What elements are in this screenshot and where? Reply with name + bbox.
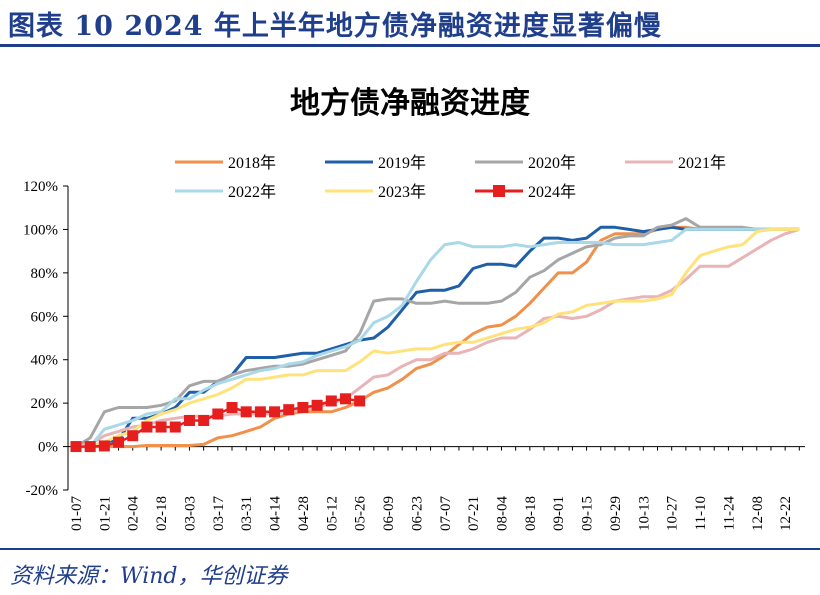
x-tick-label: 10-13 (636, 496, 652, 531)
title-rule (0, 44, 820, 47)
y-tick-label: 100% (23, 222, 58, 238)
series-point (240, 406, 252, 418)
x-tick-label: 01-07 (69, 496, 85, 531)
legend-label: 2018年 (228, 154, 276, 172)
series-point (269, 406, 281, 418)
series-point (169, 421, 181, 433)
x-tick-label: 11-10 (693, 496, 709, 530)
series-point (84, 441, 96, 453)
legend-label: 2020年 (528, 154, 576, 172)
x-tick-label: 12-22 (778, 496, 794, 531)
series-point (212, 408, 224, 420)
series-point (283, 404, 295, 416)
y-tick-label: 40% (31, 353, 59, 369)
series-point (354, 395, 366, 407)
legend-label: 2022年 (228, 183, 276, 201)
x-tick-label: 09-15 (580, 496, 596, 531)
x-tick-label: 04-28 (296, 496, 312, 531)
x-tick-label: 02-18 (154, 496, 170, 531)
series-point (98, 440, 110, 452)
series-point (127, 430, 139, 442)
plot-area (70, 217, 800, 453)
series-point (297, 401, 309, 413)
series-point (70, 441, 82, 453)
series-line (76, 225, 800, 449)
legend-label: 2019年 (378, 154, 426, 172)
x-tick-label: 08-04 (494, 496, 510, 531)
legend-label: 2021年 (678, 154, 726, 172)
x-tick-label: 07-21 (466, 496, 482, 531)
x-tick-label: 01-21 (97, 496, 113, 531)
series-point (113, 436, 125, 448)
series-line (75, 227, 800, 449)
series-point (254, 406, 266, 418)
series-point (325, 395, 337, 407)
x-tick-label: 11-24 (721, 496, 737, 531)
y-tick-label: 20% (31, 396, 59, 412)
y-tick-label: 80% (31, 266, 59, 282)
y-tick-label: 60% (31, 309, 59, 325)
figure-title: 图表 10 2024 年上半年地方债净融资进度显著偏慢 (8, 11, 662, 42)
x-tick-label: 10-27 (665, 496, 681, 531)
legend-marker (493, 185, 505, 197)
source-note: 资料来源：Wind，华创证券 (10, 564, 288, 589)
series-line (75, 217, 800, 448)
x-tick-label: 05-26 (353, 496, 369, 531)
footer-rule (0, 548, 820, 550)
x-axis: 01-07 01-21 02-04 02-18 03-03 03-17 03-31 04-14… (68, 446, 805, 531)
legend-label: 2023年 (378, 183, 426, 201)
x-tick-label: 07-07 (438, 496, 454, 531)
series-point (226, 401, 238, 413)
x-tick-label: 08-18 (523, 496, 539, 531)
x-tick-label: 04-14 (268, 496, 284, 531)
x-tick-label: 03-17 (211, 496, 227, 531)
series-line (76, 225, 800, 449)
series-line (76, 227, 800, 449)
series-point (311, 399, 323, 411)
series-point (183, 415, 195, 427)
x-tick-label: 05-12 (324, 496, 340, 531)
chart-legend: 2018年 2019年 2020年 2021年 2022年 2023年 2024年 (175, 154, 726, 201)
y-tick-label: -20% (26, 483, 59, 499)
x-tick-label: 03-03 (182, 496, 198, 531)
legend-label: 2024年 (528, 183, 576, 201)
series-point (198, 415, 210, 427)
x-tick-label: 09-29 (608, 496, 624, 531)
chart-title: 地方债净融资进度 (290, 86, 530, 121)
x-tick-label: 03-31 (239, 496, 255, 531)
series-point (155, 421, 167, 433)
series-line (76, 227, 800, 449)
y-axis: 120% 100% 80% 60% 40% 20% 0% -20% (23, 179, 69, 499)
series-point (141, 421, 153, 433)
x-tick-label: 06-23 (409, 496, 425, 531)
x-tick-label: 06-09 (381, 496, 397, 531)
series-point (339, 393, 351, 405)
x-tick-label: 09-01 (551, 496, 567, 531)
y-tick-label: 120% (23, 179, 58, 195)
x-tick-label: 02-04 (126, 496, 142, 531)
y-tick-label: 0% (38, 440, 58, 456)
x-tick-label: 12-08 (750, 496, 766, 531)
